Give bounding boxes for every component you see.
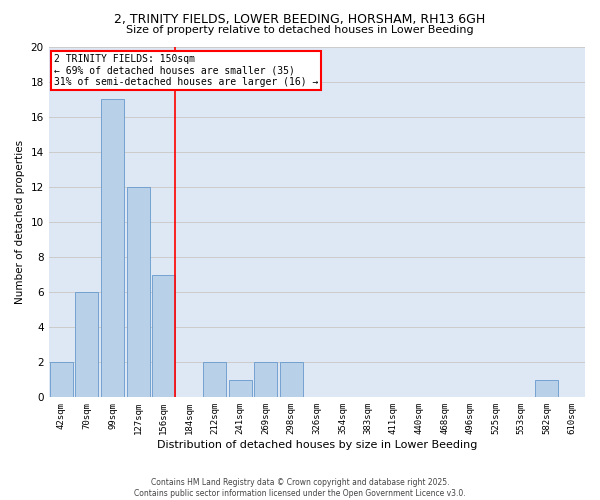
- Text: 2, TRINITY FIELDS, LOWER BEEDING, HORSHAM, RH13 6GH: 2, TRINITY FIELDS, LOWER BEEDING, HORSHA…: [115, 12, 485, 26]
- Text: Contains HM Land Registry data © Crown copyright and database right 2025.
Contai: Contains HM Land Registry data © Crown c…: [134, 478, 466, 498]
- Bar: [152, 274, 175, 398]
- Bar: [76, 292, 98, 398]
- Bar: [127, 187, 149, 398]
- Y-axis label: Number of detached properties: Number of detached properties: [15, 140, 25, 304]
- Bar: [280, 362, 303, 398]
- Bar: [101, 99, 124, 398]
- Text: 2 TRINITY FIELDS: 150sqm
← 69% of detached houses are smaller (35)
31% of semi-d: 2 TRINITY FIELDS: 150sqm ← 69% of detach…: [54, 54, 319, 86]
- Text: Size of property relative to detached houses in Lower Beeding: Size of property relative to detached ho…: [126, 25, 474, 35]
- Bar: [254, 362, 277, 398]
- X-axis label: Distribution of detached houses by size in Lower Beeding: Distribution of detached houses by size …: [157, 440, 477, 450]
- Bar: [229, 380, 252, 398]
- Bar: [535, 380, 558, 398]
- Bar: [203, 362, 226, 398]
- Bar: [50, 362, 73, 398]
